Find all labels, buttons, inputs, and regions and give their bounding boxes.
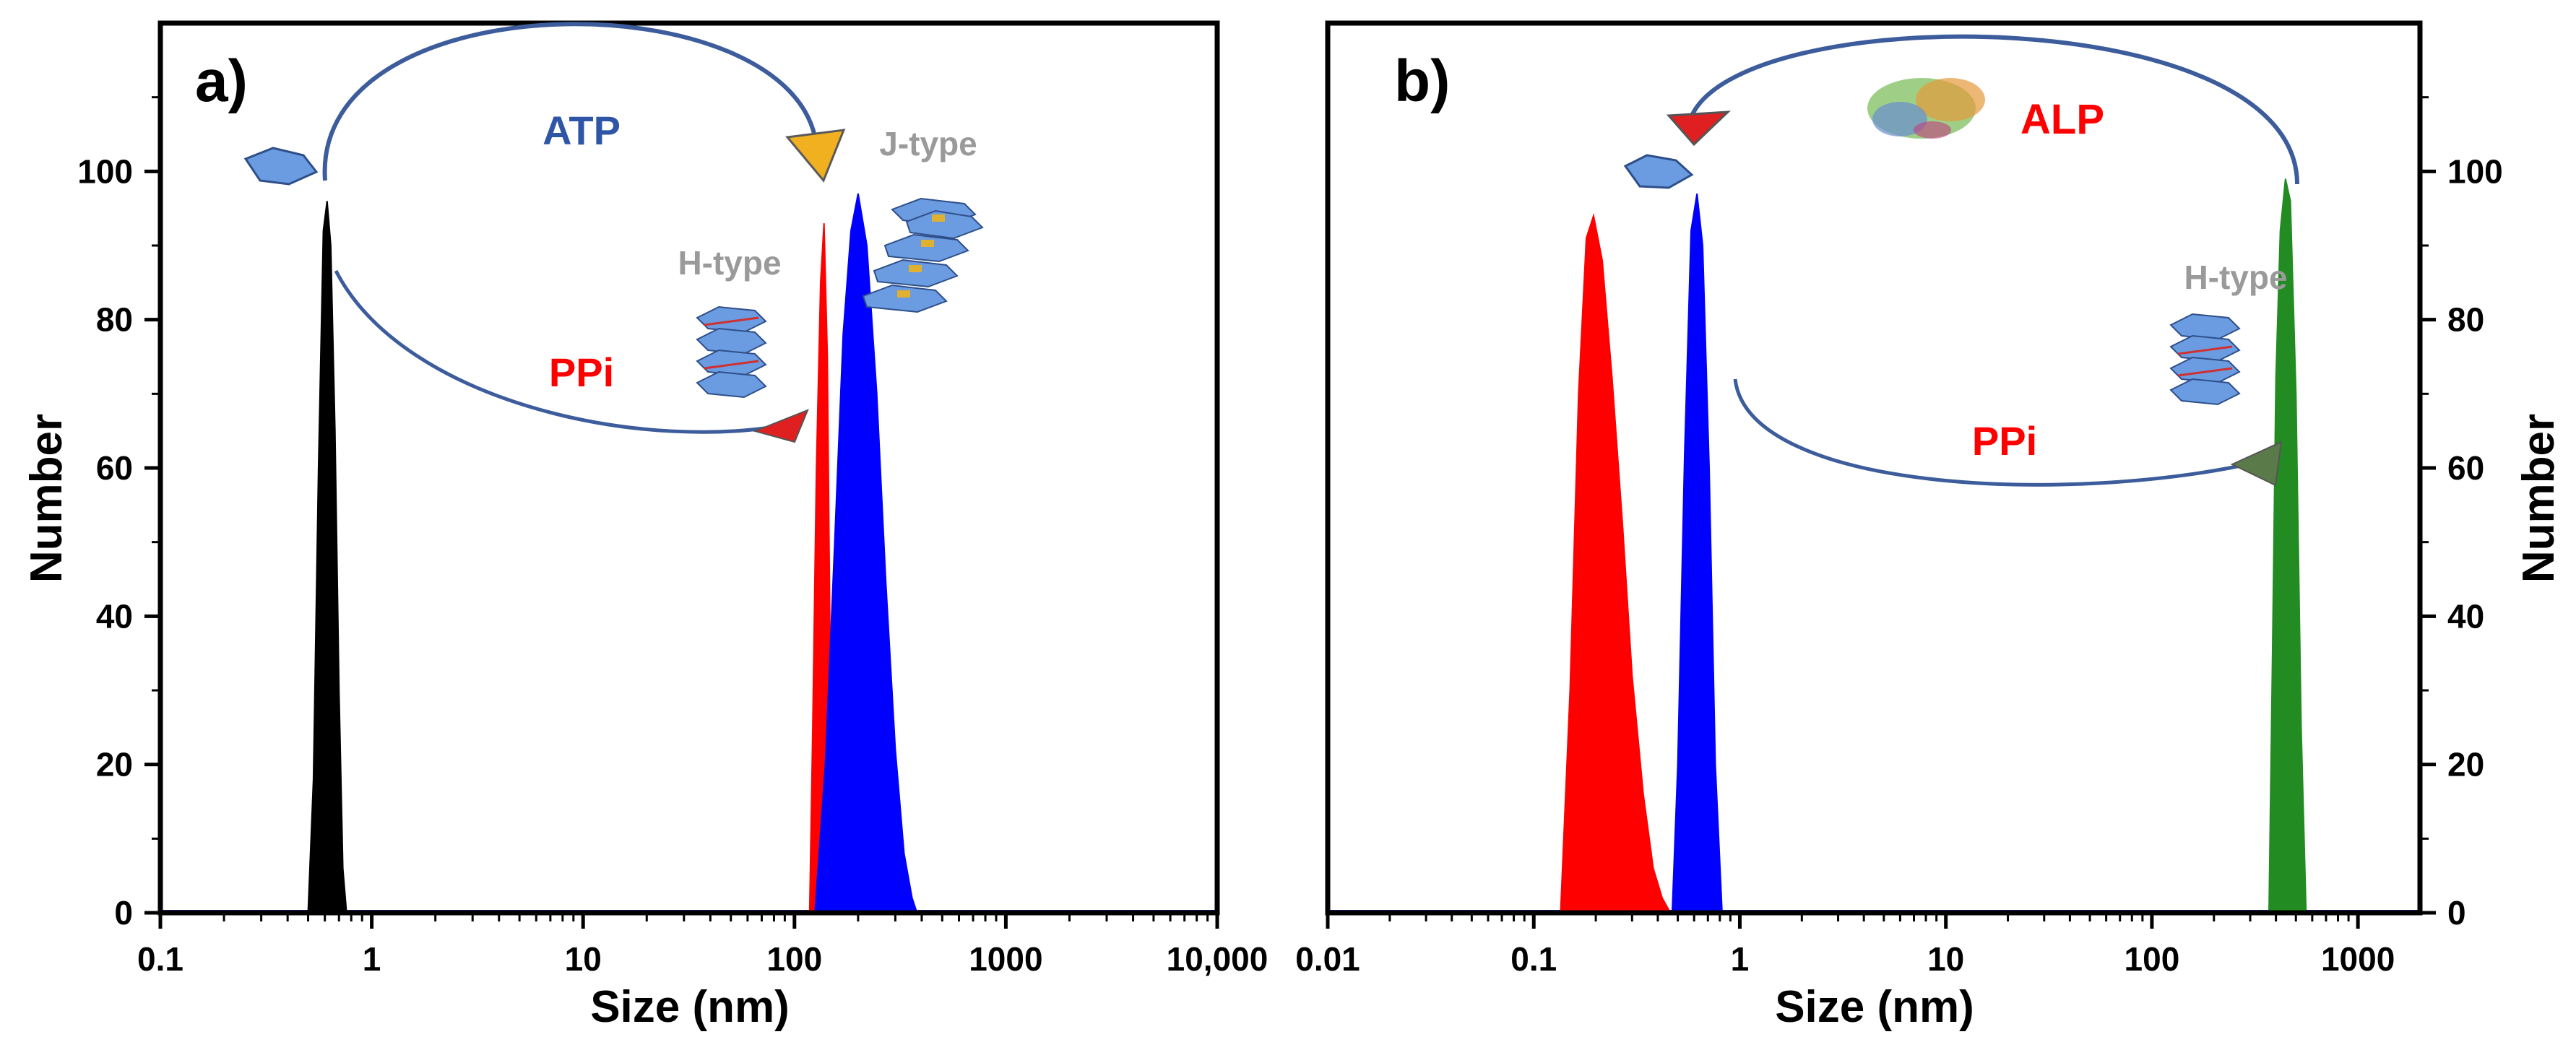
- y-tick-label: 0: [2447, 894, 2466, 932]
- alp-enzyme-icon: [1867, 78, 1985, 139]
- x-tick-label: 1000: [969, 940, 1042, 978]
- y-tick-label: 80: [96, 301, 133, 339]
- alp-arrowhead-icon: [1666, 110, 1731, 147]
- h-type-label-a: H-type: [678, 244, 781, 282]
- x-tick-label: 10: [565, 940, 602, 978]
- series-h-type: [2268, 178, 2307, 914]
- series-monomer: [1671, 193, 1723, 914]
- y-tick-label: 40: [2447, 597, 2484, 635]
- alp-label: ALP: [2020, 96, 2104, 143]
- x-tick-label: 0.1: [1510, 940, 1557, 978]
- panel-a-label: a): [195, 48, 248, 114]
- x-tick-label: 1000: [2321, 940, 2395, 978]
- y-tick-label: 20: [2447, 746, 2484, 784]
- h-type-label-b: H-type: [2184, 259, 2287, 296]
- ppi-label-a: PPi: [549, 350, 614, 395]
- panel-b-ticks: 0.01 0.1 1 10 100 1000 0 20 40 60 80 100: [1295, 96, 2503, 978]
- ppi-label-b: PPi: [1972, 418, 2037, 464]
- ppi-arrow-b: [1733, 378, 2258, 487]
- y-tick-label: 100: [2447, 152, 2503, 190]
- x-tick-label: 0.01: [1295, 940, 1360, 978]
- ppi-arrow-a: [334, 269, 799, 434]
- x-tick-label: 10: [1927, 940, 1964, 978]
- x-tick-label: 1: [363, 940, 381, 978]
- x-tick-label: 10,000: [1167, 940, 1268, 978]
- y-tick-label: 40: [96, 597, 133, 635]
- x-tick-label: 100: [766, 940, 822, 978]
- series-j-type: [814, 193, 918, 914]
- panel-b-chart: 0.01 0.1 1 10 100 1000 0 20 40 60 80 100 b) Size (n…: [1295, 20, 2564, 1032]
- h-type-stack-icon-b: [2169, 313, 2241, 406]
- j-type-stack-icon: [862, 197, 984, 313]
- panel-a-chart: 0.1 1 10 100 1000 10,000 0 20 40 60 80 100 a) Size …: [22, 20, 1268, 1032]
- panel-b-label: b): [1394, 48, 1450, 114]
- y-tick-label: 80: [2447, 301, 2484, 339]
- atp-label: ATP: [543, 108, 621, 153]
- panel-a-series-layer: [160, 193, 1217, 914]
- series-hydrolysed: [1560, 212, 1672, 914]
- panel-a-x-axis-label: Size (nm): [590, 982, 790, 1032]
- x-tick-label: 0.1: [137, 940, 183, 978]
- alp-arrow: [1688, 34, 2299, 185]
- panel-b-series-layer: [1328, 178, 2420, 914]
- ppi-arrowhead-b-icon: [2230, 441, 2283, 487]
- y-tick-label: 60: [96, 449, 133, 487]
- j-type-label: J-type: [879, 125, 977, 162]
- ppi-arrowhead-a-icon: [752, 409, 809, 443]
- x-tick-label: 1: [1731, 940, 1750, 978]
- panel-b-x-axis-label: Size (nm): [1775, 982, 1974, 1032]
- y-tick-label: 0: [114, 894, 133, 932]
- panel-a-ticks: 0.1 1 10 100 1000 10,000 0 20 40 60 80 100: [77, 96, 1268, 978]
- y-tick-label: 20: [96, 746, 133, 784]
- panel-a-y-axis-label: Number: [22, 414, 72, 583]
- panel-b-y-axis-label: Number: [2514, 414, 2564, 583]
- x-tick-label: 100: [2125, 940, 2180, 978]
- series-monomer: [307, 201, 347, 914]
- h-type-stack-icon: [696, 305, 767, 399]
- monomer-sheet-icon-b: [1623, 154, 1694, 189]
- monomer-sheet-icon: [243, 147, 319, 186]
- y-tick-label: 100: [77, 152, 133, 190]
- atp-arrow: [322, 22, 818, 181]
- y-tick-label: 60: [2447, 449, 2484, 487]
- atp-arrowhead-icon: [785, 129, 846, 183]
